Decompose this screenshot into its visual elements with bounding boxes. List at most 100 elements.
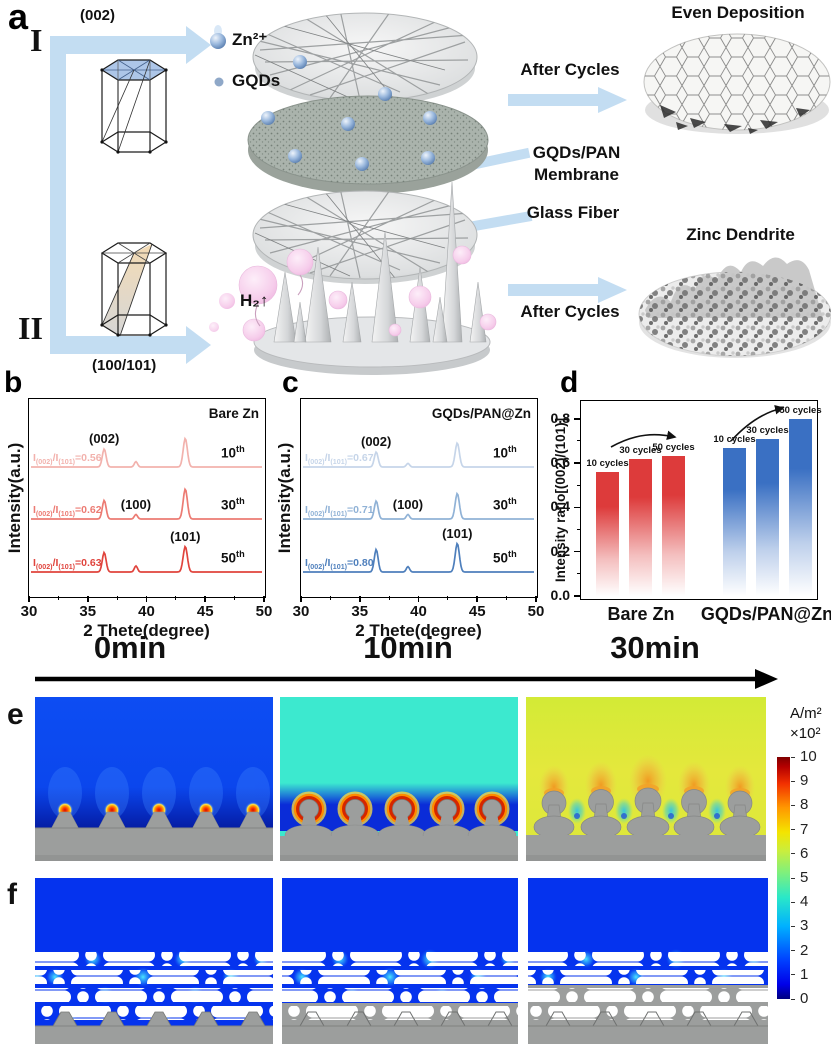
colorbar-ticks: 10 9 8 7 6 5 4 3 2 1 0: [791, 748, 829, 1007]
colorbar-scale: ×10²: [790, 725, 821, 742]
zn-ion-spheres: [261, 55, 437, 171]
group-label-Bare-Zn: Bare Zn: [607, 604, 675, 624]
panel-b-xrd-plot: I(002)/I(101)=0.56 10th I(002)/I(101)=0.62…: [21, 398, 272, 640]
timeline-arrow: [35, 669, 778, 689]
crystal-002: [100, 59, 168, 154]
colorbar-tick-mark: [791, 853, 795, 855]
panel-label-e: e: [7, 698, 24, 731]
colorbar-tick-label: 7: [800, 820, 809, 838]
y-minor-tick: [577, 528, 581, 531]
x-tick: [204, 596, 207, 602]
glass-fiber-label: Glass Fiber: [526, 203, 620, 222]
x-tick: [28, 596, 30, 602]
y-minor-tick: [577, 440, 581, 442]
x-tick: [86, 596, 89, 602]
peak-label-(100): (100): [120, 496, 152, 512]
peak-label-(002): (002): [361, 434, 392, 449]
gqds-label: GQDs: [232, 71, 281, 90]
colorbar-tick-mark: [791, 829, 795, 831]
colorbar-tick-label: 10: [800, 748, 817, 765]
x-minor-tick: [329, 596, 331, 600]
xrd-trace-30th: [31, 487, 262, 520]
bar-label: 30 cycles: [746, 424, 789, 436]
peak-label-(100): (100): [392, 496, 424, 512]
ratio-label-10th: I(002)/I(101)=0.56: [33, 452, 102, 467]
ratio-label-30th: I(002)/I(101)=0.71: [305, 504, 374, 519]
panel-label-b: b: [4, 366, 23, 399]
plane-100-101-label: (100/101): [92, 357, 157, 374]
membrane-label-line2: Membrane: [533, 165, 620, 184]
y-tick-label: 0.4: [550, 498, 570, 515]
bar-label: 50 cycles: [652, 442, 695, 454]
y-tick: [574, 417, 581, 420]
colorbar-tick-mark: [791, 901, 795, 903]
y-tick-label: 0.2: [550, 542, 570, 559]
x-tick: [476, 596, 479, 602]
peak-label-(002): (002): [89, 431, 120, 446]
gqds-icon: [214, 77, 224, 87]
bar-Bare-Zn-30-cycles: [629, 458, 652, 596]
group-label-GQDs-PAN-Zn: GQDs/PAN@Zn: [700, 604, 831, 624]
colorbar: [777, 757, 790, 999]
colorbar-tick-mark: [791, 974, 795, 976]
panel-b-ylabel: Intensity(a.u.): [5, 442, 24, 554]
time-label-0min: 0min: [93, 630, 167, 665]
colorbar-tick-label: 4: [800, 893, 809, 911]
xrd-trace-10th: [31, 436, 262, 468]
panel-c-xrd-plot: I(002)/I(101)=0.67 10th I(002)/I(101)=0.71…: [293, 398, 544, 640]
after-cycles-bottom-label: After Cycles: [520, 302, 620, 321]
crystal-100-101: [100, 242, 168, 337]
h2-bubbles: [238, 245, 497, 342]
after-cycles-top-label: After Cycles: [520, 60, 620, 79]
panel-c-ylabel: Intensity(a.u.): [275, 442, 294, 554]
trend-arrows: [610, 404, 785, 448]
colorbar-unit: A/m²: [790, 705, 822, 722]
xrd-trace-50th: [31, 544, 262, 573]
y-tick: [574, 506, 581, 509]
after-cycles-arrow-top: [508, 87, 627, 113]
panel-label-f: f: [7, 878, 17, 911]
peak-label-(101): (101): [170, 528, 201, 544]
x-tick-label: 40: [138, 603, 155, 620]
cycle-label-50th: 50th: [493, 549, 517, 566]
route-one-label: I: [30, 22, 43, 58]
plane-002-label: (002): [80, 7, 116, 24]
glass-fiber-disc-bottom: [252, 190, 478, 284]
sim-f-0min: [35, 878, 273, 1044]
cycle-label-30th: 30th: [493, 496, 517, 513]
x-minor-tick: [506, 596, 508, 600]
xrd-traces: [31, 436, 262, 573]
panel-a-schematic: a I II (002) (100/101) Zn²⁺ GQDs H₂↑ Aft…: [0, 0, 831, 378]
colorbar-tick-mark: [791, 804, 795, 806]
cycle-label-10th: 10th: [493, 444, 517, 461]
sim-e-30min: [526, 697, 766, 861]
y-tick-label: 0.0: [550, 587, 570, 603]
xrd-trace-30th: [303, 491, 534, 520]
x-minor-tick: [57, 596, 59, 600]
x-tick-label: 35: [79, 603, 97, 620]
x-minor-tick: [234, 596, 236, 600]
xrd-trace-10th: [303, 441, 534, 468]
colorbar-tick-label: 5: [800, 869, 809, 886]
plot-title: GQDs/PAN@Zn: [431, 406, 531, 421]
x-tick-label: 35: [351, 603, 369, 620]
colorbar-tick-label: 9: [800, 772, 809, 790]
bar-Bare-Zn-50-cycles: [662, 456, 685, 596]
x-tick-label: 50: [255, 603, 273, 620]
sim-e-0min: [35, 697, 273, 861]
x-tick: [535, 596, 537, 602]
x-minor-tick: [447, 596, 449, 600]
colorbar-tick-mark: [791, 950, 795, 952]
y-tick-label: 0.6: [550, 454, 570, 471]
panel-d-bar-chart: 0.0 0.2 0.4 0.6 0.8 10 cycles 30 cycles 50 cycl…: [551, 400, 831, 624]
time-label-30min: 30min: [610, 630, 700, 665]
x-tick-label: 45: [468, 603, 486, 620]
x-axis-label: 2 Thete(degree): [83, 621, 210, 640]
colorbar-tick-label: 1: [800, 965, 809, 983]
zn-ion-icon: [210, 33, 226, 49]
bar-label: 10 cycles: [713, 433, 756, 445]
gqds-pan-membrane-disc: [247, 55, 489, 194]
colorbar-tick-label: 0: [800, 990, 809, 1007]
y-tick: [574, 595, 581, 597]
